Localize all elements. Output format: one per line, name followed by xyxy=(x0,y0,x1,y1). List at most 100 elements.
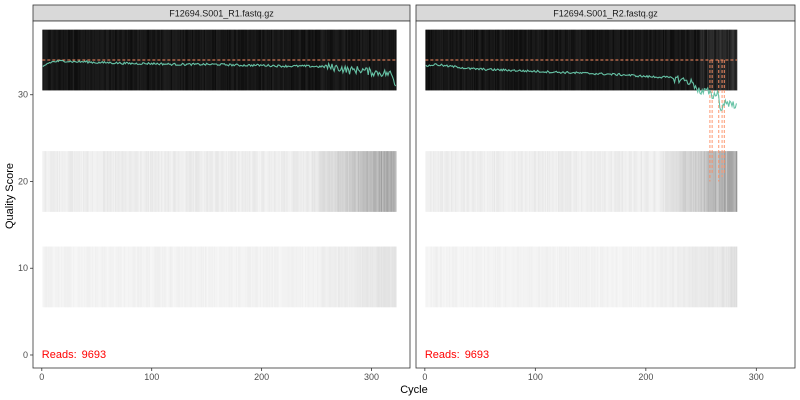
heatmap-column xyxy=(298,246,300,308)
heatmap-column xyxy=(376,246,378,308)
heatmap-column xyxy=(683,29,686,91)
heatmap-column xyxy=(234,246,237,308)
heatmap-column xyxy=(710,246,712,308)
heatmap-column xyxy=(539,151,541,212)
heatmap-band-mid xyxy=(425,151,738,212)
heatmap-column xyxy=(214,246,217,308)
heatmap-column xyxy=(310,29,312,91)
heatmap-column xyxy=(202,246,205,308)
heatmap-column xyxy=(42,151,44,212)
heatmap-column xyxy=(606,246,609,308)
heatmap-column xyxy=(626,151,628,212)
heatmap-column xyxy=(199,151,201,212)
heatmap-column xyxy=(276,151,278,212)
heatmap-column xyxy=(583,246,585,308)
heatmap-column xyxy=(688,151,690,212)
heatmap-column xyxy=(734,246,737,308)
heatmap-column xyxy=(126,246,129,308)
heatmap-column xyxy=(717,246,719,308)
x-tick-label: 0 xyxy=(39,372,44,382)
heatmap-column xyxy=(231,151,233,212)
heatmap-column xyxy=(506,246,508,308)
heatmap-column xyxy=(595,151,597,212)
heatmap-column xyxy=(359,246,362,308)
heatmap-column xyxy=(443,246,445,308)
heatmap-column xyxy=(666,246,668,308)
heatmap-column xyxy=(62,151,64,212)
heatmap-column xyxy=(680,246,683,308)
heatmap-column xyxy=(569,151,571,212)
heatmap-column xyxy=(593,246,595,308)
heatmap-column xyxy=(702,151,705,212)
heatmap-column xyxy=(276,246,278,308)
heatmap-column xyxy=(608,29,611,91)
heatmap-column xyxy=(735,151,738,212)
heatmap-column xyxy=(155,246,157,308)
reads-label-prefix: Reads: xyxy=(42,349,77,361)
heatmap-column xyxy=(99,151,101,212)
heatmap-column xyxy=(596,246,599,308)
heatmap-column xyxy=(388,246,390,308)
heatmap-column xyxy=(661,246,664,308)
heatmap-column xyxy=(445,246,447,308)
heatmap-column xyxy=(375,29,377,91)
heatmap-column xyxy=(112,246,115,308)
heatmap-column xyxy=(450,246,453,308)
heatmap-column xyxy=(224,246,227,308)
heatmap-column xyxy=(679,29,681,91)
heatmap-column xyxy=(576,151,579,212)
heatmap-column xyxy=(670,151,673,212)
heatmap-column xyxy=(221,151,223,212)
heatmap-column xyxy=(432,151,434,212)
heatmap-column xyxy=(383,246,385,308)
heatmap-column xyxy=(261,151,263,212)
heatmap-band-mid xyxy=(42,151,397,212)
heatmap-column xyxy=(151,29,153,91)
heatmap-column xyxy=(174,151,176,212)
heatmap-column xyxy=(153,246,155,308)
heatmap-column xyxy=(559,246,561,308)
heatmap-column xyxy=(557,29,560,91)
heatmap-column xyxy=(161,29,163,91)
heatmap-column xyxy=(439,246,442,308)
heatmap-column xyxy=(657,246,659,308)
heatmap-column xyxy=(355,246,357,308)
heatmap-column xyxy=(669,246,671,308)
heatmap-column xyxy=(122,151,124,212)
heatmap-column xyxy=(729,246,731,308)
heatmap-column xyxy=(133,151,135,212)
heatmap-column xyxy=(252,246,254,308)
heatmap-column xyxy=(318,151,320,212)
heatmap-column xyxy=(172,151,174,212)
heatmap-column xyxy=(135,246,138,308)
heatmap-column xyxy=(236,246,239,308)
heatmap-column xyxy=(309,151,311,212)
heatmap-column xyxy=(632,151,634,212)
heatmap-column xyxy=(702,246,705,308)
heatmap-column xyxy=(267,246,270,308)
heatmap-column xyxy=(200,151,203,212)
heatmap-column xyxy=(63,151,65,212)
heatmap-column xyxy=(498,29,500,91)
heatmap-column xyxy=(214,29,217,91)
heatmap-column xyxy=(640,246,643,308)
heatmap-column xyxy=(63,246,65,308)
heatmap-column xyxy=(645,151,647,212)
heatmap-column xyxy=(161,151,163,212)
y-axis-title: Quality Score xyxy=(4,163,16,229)
heatmap-column xyxy=(130,246,132,308)
heatmap-column xyxy=(156,246,159,308)
heatmap-column xyxy=(285,151,287,212)
heatmap-column xyxy=(115,246,118,308)
heatmap-column xyxy=(156,151,159,212)
heatmap-column xyxy=(140,246,142,308)
heatmap-column xyxy=(306,246,308,308)
heatmap-column xyxy=(341,246,343,308)
heatmap-column xyxy=(102,151,105,212)
heatmap-column xyxy=(733,151,736,212)
heatmap-column xyxy=(310,246,312,308)
heatmap-column xyxy=(228,246,230,308)
heatmap-column xyxy=(550,246,552,308)
heatmap-column xyxy=(509,29,511,91)
